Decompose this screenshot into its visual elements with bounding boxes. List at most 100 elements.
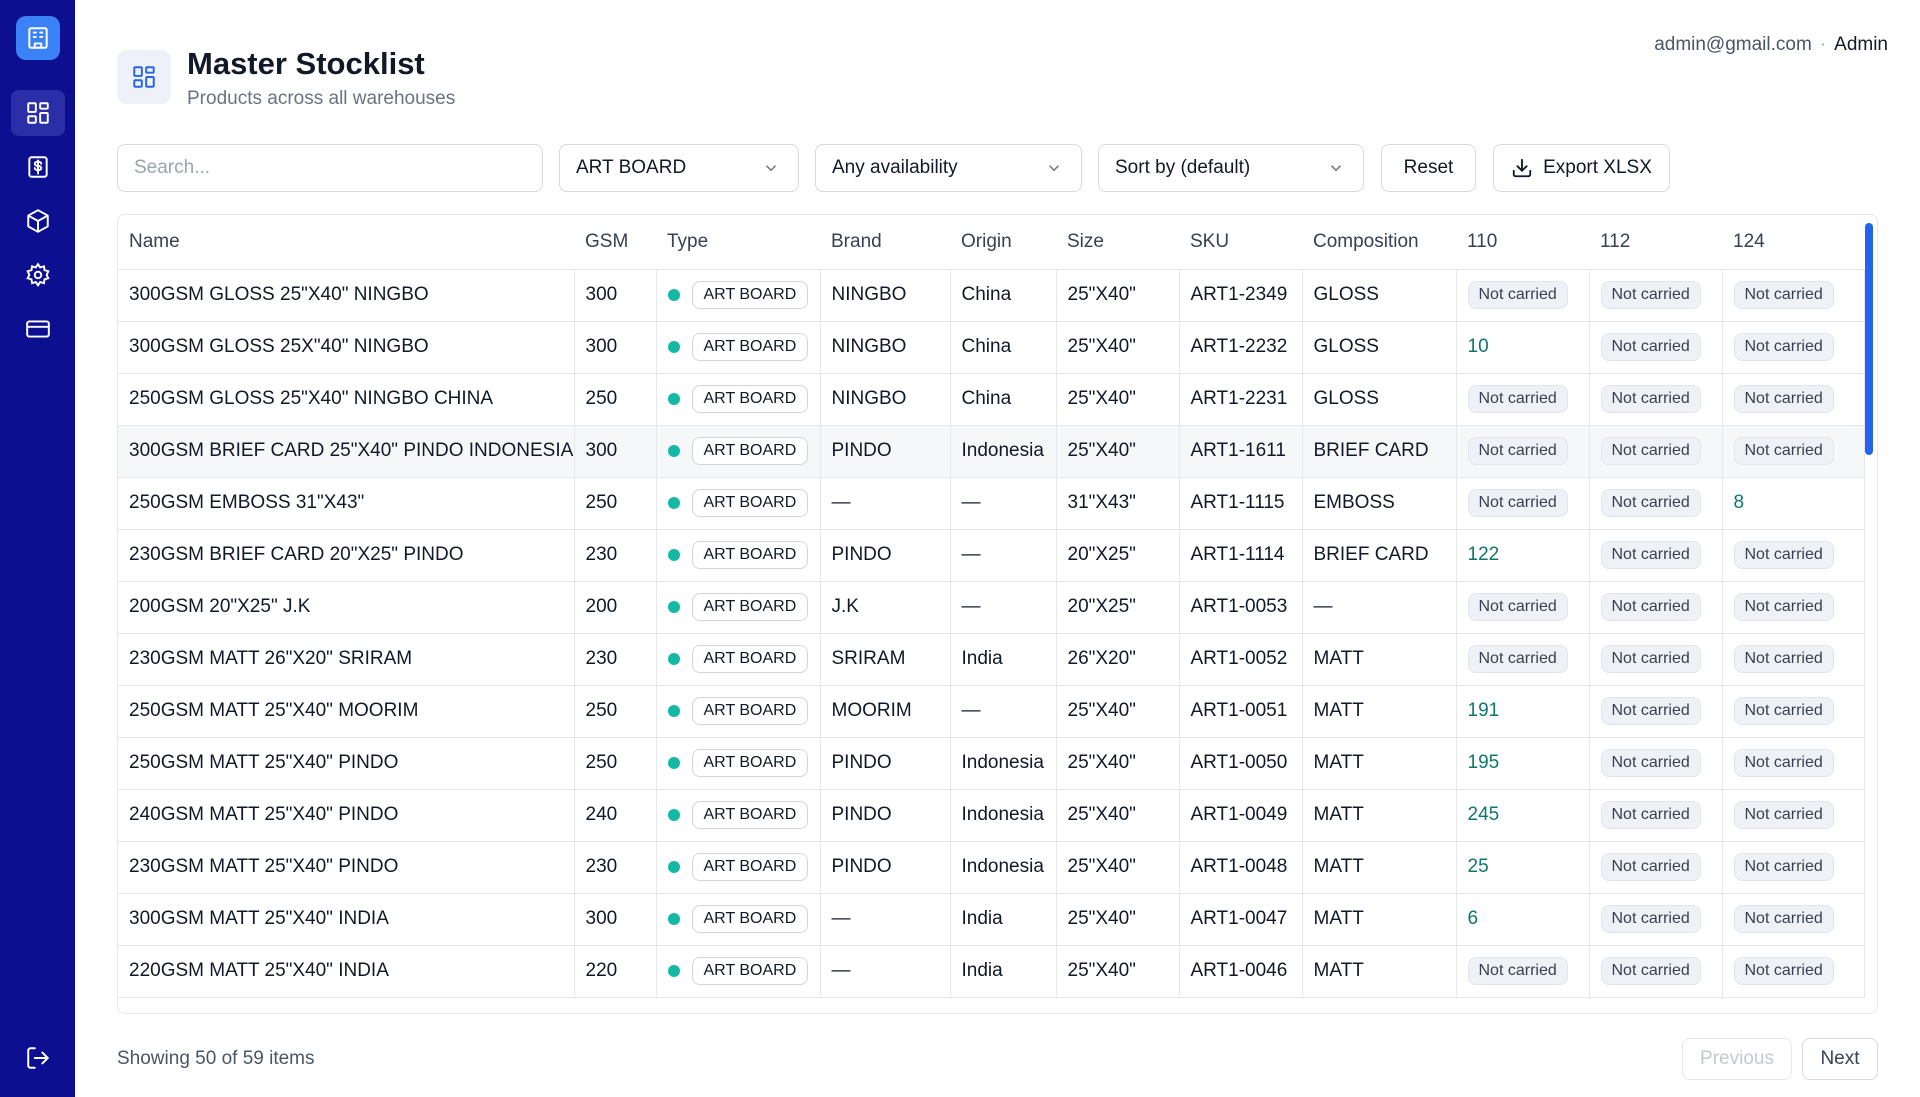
cell-origin: — (950, 685, 1057, 738)
not-carried-badge: Not carried (1600, 697, 1701, 725)
not-carried-badge: Not carried (1600, 437, 1701, 465)
cell-size: 25"X40" (1056, 945, 1180, 998)
table-row[interactable]: 250GSM MATT 25"X40" PINDO 250 ART BOARD PIN… (118, 737, 1865, 790)
not-carried-badge: Not carried (1600, 385, 1701, 413)
sidebar-item-dashboard[interactable] (10, 90, 65, 136)
sidebar-item-settings[interactable] (11, 252, 65, 298)
cell-warehouse-110: Not carried (1456, 425, 1590, 478)
table-row[interactable]: 250GSM EMBOSS 31"X43" 250 ART BOARD — —31"X4… (118, 477, 1865, 530)
type-dot-icon (667, 549, 680, 561)
cell-brand: PINDO (820, 789, 951, 842)
cell-origin: Indonesia (950, 737, 1057, 790)
table-row[interactable]: 200GSM 20"X25" J.K 200 ART BOARD J.K —20"X25… (118, 581, 1865, 634)
stock-quantity: 191 (1467, 700, 1500, 721)
logout-button[interactable] (11, 1035, 65, 1081)
cell-type: ART BOARD (656, 269, 821, 322)
table-row[interactable]: 230GSM MATT 26"X20" SRIRAM 230 ART BOARD SR… (118, 633, 1865, 686)
page-subtitle: Products across all warehouses (187, 88, 456, 109)
table-row[interactable]: 240GSM MATT 25"X40" PINDO 240 ART BOARD PIN… (118, 789, 1865, 842)
cell-gsm: 230 (574, 529, 657, 582)
column-header-warehouse-112[interactable]: 112 (1589, 215, 1722, 270)
column-header-name[interactable]: Name (118, 215, 574, 270)
not-carried-badge: Not carried (1733, 593, 1834, 621)
not-carried-badge: Not carried (1733, 541, 1834, 569)
sort-select[interactable]: Sort by (default) (1098, 144, 1364, 192)
column-header-warehouse-124[interactable]: 124 (1722, 215, 1864, 270)
reset-button[interactable]: Reset (1381, 144, 1476, 192)
cell-type: ART BOARD (656, 789, 821, 842)
cell-size: 26"X20" (1056, 633, 1180, 686)
table-row[interactable]: 250GSM MATT 25"X40" MOORIM 250 ART BOARD MO… (118, 685, 1865, 738)
cell-sku: ART1-1115 (1179, 477, 1303, 530)
type-filter-select[interactable]: ART BOARD (559, 144, 799, 192)
cell-brand: PINDO (820, 737, 951, 790)
cell-warehouse-110: Not carried (1456, 581, 1590, 634)
type-dot-icon (667, 705, 680, 717)
cell-warehouse-110: 245 (1456, 789, 1590, 842)
cell-warehouse-124: Not carried (1722, 633, 1865, 686)
table-row[interactable]: 300GSM MATT 25"X40" INDIA 300 ART BOARD — In… (118, 893, 1865, 946)
cell-name: 300GSM GLOSS 25X"40" NINGBO (118, 321, 575, 374)
type-badge: ART BOARD (691, 593, 809, 621)
column-header-size[interactable]: Size (1056, 215, 1179, 270)
search-input[interactable]: Search... (117, 144, 543, 192)
availability-filter-select[interactable]: Any availability (815, 144, 1082, 192)
cell-gsm: 250 (574, 737, 657, 790)
type-badge: ART BOARD (691, 905, 809, 933)
cell-gsm: 300 (574, 321, 657, 374)
type-dot-icon (667, 341, 680, 353)
type-dot-icon (667, 445, 680, 457)
type-dot-icon (667, 289, 680, 301)
table-row[interactable]: 230GSM BRIEF CARD 20"X25" PINDO 230 ART BO… (118, 529, 1865, 582)
column-header-brand[interactable]: Brand (820, 215, 950, 270)
logout-icon (27, 1047, 49, 1069)
table-row[interactable]: 300GSM GLOSS 25"X40" NINGBO 300 ART BOARD N… (118, 269, 1865, 322)
previous-button[interactable]: Previous (1682, 1038, 1792, 1080)
card-icon (25, 320, 50, 338)
gear-icon (25, 262, 50, 288)
cell-size: 25"X40" (1056, 737, 1180, 790)
cell-sku: ART1-0050 (1179, 737, 1303, 790)
cell-gsm: 200 (574, 581, 657, 634)
type-badge: ART BOARD (691, 489, 809, 517)
cell-name: 230GSM MATT 26"X20" SRIRAM (118, 633, 575, 686)
sidebar-item-pricing[interactable] (11, 144, 65, 190)
column-header-composition[interactable]: Composition (1302, 215, 1456, 270)
cell-type: ART BOARD (656, 373, 821, 426)
cell-warehouse-110: 10 (1456, 321, 1590, 374)
cell-warehouse-124: Not carried (1722, 893, 1865, 946)
main-content: Master Stocklist Products across all war… (75, 0, 1920, 1097)
not-carried-badge: Not carried (1600, 489, 1701, 517)
column-header-warehouse-110[interactable]: 110 (1456, 215, 1589, 270)
building-icon[interactable] (15, 16, 60, 60)
cell-brand: PINDO (820, 425, 951, 478)
column-header-origin[interactable]: Origin (950, 215, 1056, 270)
cell-brand: NINGBO (820, 321, 951, 374)
next-button[interactable]: Next (1802, 1038, 1878, 1080)
cell-type: ART BOARD (656, 945, 821, 998)
table-row[interactable]: 300GSM GLOSS 25X"40" NINGBO 300 ART BOARD N… (118, 321, 1865, 374)
export-button[interactable]: Export XLSX (1493, 144, 1670, 192)
column-header-gsm[interactable]: GSM (574, 215, 656, 270)
cell-warehouse-112: Not carried (1589, 321, 1723, 374)
cell-name: 240GSM MATT 25"X40" PINDO (118, 789, 575, 842)
sidebar-item-products[interactable] (11, 198, 65, 244)
sidebar-item-payments[interactable] (11, 306, 65, 352)
cell-gsm: 300 (574, 269, 657, 322)
type-dot-icon (667, 913, 680, 925)
table-row[interactable]: 220GSM MATT 25"X40" INDIA 220 ART BOARD — In… (118, 945, 1865, 998)
table-row[interactable]: 230GSM MATT 25"X40" PINDO 230 ART BOARD PIN… (118, 841, 1865, 894)
cell-sku: ART1-2231 (1179, 373, 1303, 426)
user-info: admin@gmail.com · Admin (1654, 34, 1888, 56)
type-dot-icon (667, 601, 680, 613)
column-header-sku[interactable]: SKU (1179, 215, 1302, 270)
type-dot-icon (667, 861, 680, 873)
table-scrollbar[interactable] (1865, 223, 1873, 455)
column-header-type[interactable]: Type (656, 215, 820, 270)
cell-brand: MOORIM (820, 685, 951, 738)
cell-type: ART BOARD (656, 841, 821, 894)
table-row[interactable]: 250GSM GLOSS 25"X40" NINGBO CHINA 250 ART … (118, 373, 1865, 426)
cell-origin: Indonesia (950, 789, 1057, 842)
cell-composition: MATT (1302, 685, 1457, 738)
table-row[interactable]: 300GSM BRIEF CARD 25"X40" PINDO INDONESI… (118, 425, 1865, 478)
